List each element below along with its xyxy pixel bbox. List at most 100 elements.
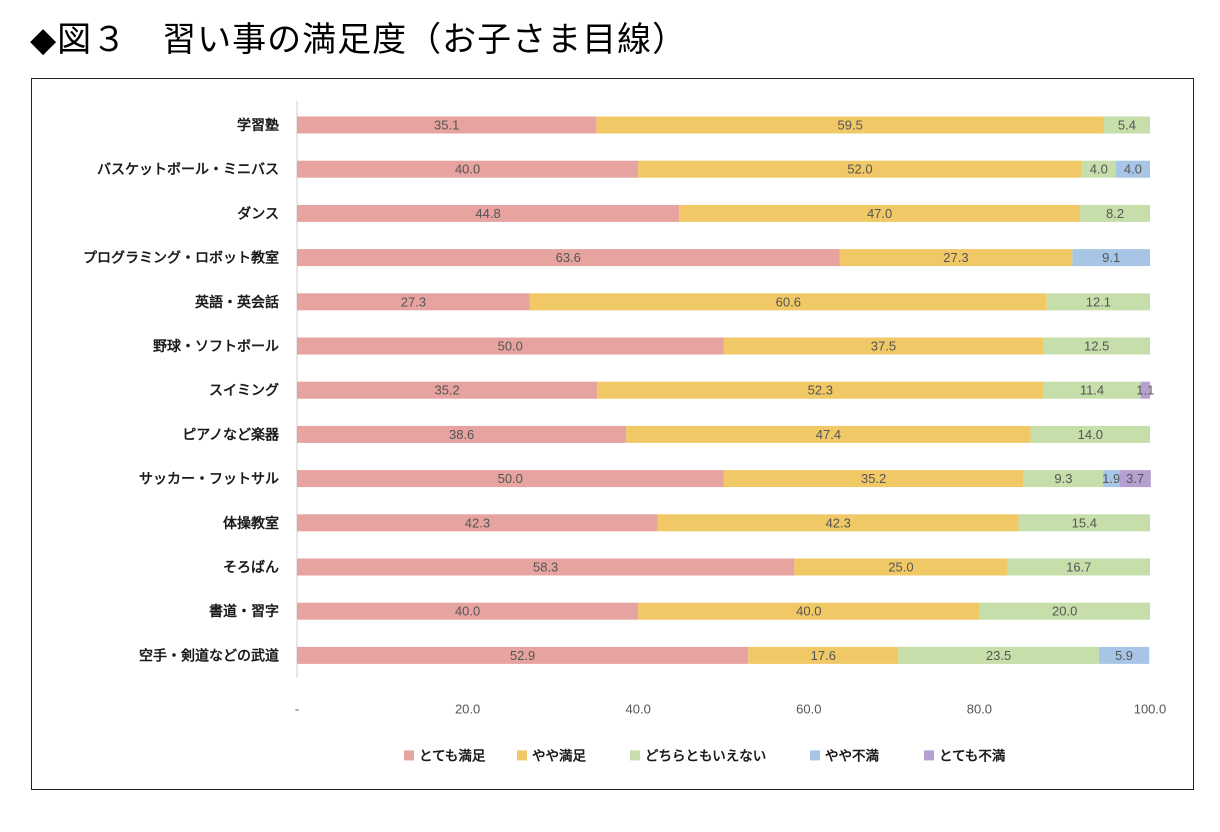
- category-label: 学習塾: [237, 117, 279, 134]
- data-label: 12.5: [1084, 339, 1109, 354]
- data-label: 8.2: [1106, 206, 1124, 221]
- category-label: バスケットボール・ミニバス: [97, 162, 279, 178]
- bar-segment: [297, 646, 749, 664]
- bar-segment: [839, 249, 1073, 267]
- bar-segment: [1018, 514, 1150, 532]
- bar-segment: [596, 116, 1104, 134]
- legend-swatch: [810, 750, 820, 761]
- data-label: 17.6: [811, 648, 836, 663]
- bar-segment: [1115, 160, 1150, 178]
- bar-segment: [1081, 160, 1116, 178]
- bar-segment: [297, 116, 597, 134]
- x-tick-label: 100.0: [1134, 701, 1167, 716]
- data-label: 25.0: [888, 560, 913, 575]
- bar-segment: [1023, 470, 1104, 488]
- data-label: 14.0: [1078, 427, 1103, 442]
- data-label: 9.3: [1054, 471, 1072, 486]
- legend-swatch: [517, 750, 527, 761]
- bar-segment: [638, 160, 1082, 178]
- data-label: 35.2: [434, 383, 459, 398]
- bar-segment: [1046, 293, 1150, 311]
- bar-segment: [794, 558, 1008, 576]
- data-label: 20.0: [1052, 604, 1077, 619]
- bar-segment: [597, 381, 1044, 399]
- data-label: 12.1: [1086, 294, 1111, 309]
- chart-frame: 学習塾 35.1 59.5 5.4 バスケットボール・ミニバス 40.0 52.0 4.0 4.…: [31, 78, 1194, 790]
- data-label: 3.7: [1126, 471, 1144, 486]
- legend-swatch: [404, 750, 414, 761]
- category-label: プログラミング・ロボット教室: [83, 250, 279, 267]
- category-label: 空手・剣道などの武道: [139, 647, 279, 664]
- data-label: 35.1: [434, 118, 459, 133]
- data-label: 40.0: [796, 604, 821, 619]
- data-label: 50.0: [498, 471, 523, 486]
- x-tick-label: 40.0: [626, 701, 651, 716]
- bar-segment: [1072, 249, 1150, 267]
- legend-swatch: [924, 750, 934, 761]
- data-label: 63.6: [556, 250, 581, 265]
- data-label: 44.8: [475, 206, 500, 221]
- x-tick-label: -: [295, 701, 299, 716]
- category-label: ダンス: [237, 205, 279, 222]
- category-label: 野球・ソフトボール: [153, 338, 279, 355]
- data-label: 42.3: [826, 515, 851, 530]
- data-label: 1.1: [1136, 383, 1154, 398]
- category-label: サッカー・フットサル: [139, 472, 279, 488]
- bar-segment: [723, 337, 1044, 355]
- data-label: 15.4: [1072, 515, 1097, 530]
- bar-segment: [626, 425, 1031, 443]
- bar-segment: [297, 293, 530, 311]
- category-label: 英語・英会話: [194, 294, 279, 311]
- bar-segment: [297, 470, 724, 488]
- bar-segment: [297, 425, 627, 443]
- data-label: 52.3: [808, 383, 833, 398]
- legend-label: とても不満: [939, 747, 1006, 764]
- bar-segment: [679, 204, 1081, 222]
- category-label: そろばん: [223, 560, 279, 576]
- data-label: 47.0: [867, 206, 892, 221]
- bar-segment: [1030, 425, 1150, 443]
- legend-label: どちらともいえない: [645, 748, 766, 764]
- x-tick-label: 80.0: [967, 701, 992, 716]
- bar-segment: [529, 293, 1047, 311]
- bar-segment: [1140, 381, 1150, 399]
- data-label: 27.3: [943, 250, 968, 265]
- data-label: 5.9: [1115, 648, 1133, 663]
- data-label: 23.5: [986, 648, 1011, 663]
- bar-segment: [297, 514, 658, 532]
- data-label: 38.6: [449, 427, 474, 442]
- data-label: 16.7: [1066, 560, 1091, 575]
- bar-segment: [297, 204, 680, 222]
- bar-segment: [1119, 470, 1151, 488]
- bar-segment: [1103, 470, 1120, 488]
- bar-segment: [979, 602, 1150, 620]
- data-label: 59.5: [838, 118, 863, 133]
- category-label: 体操教室: [223, 515, 279, 532]
- data-label: 11.4: [1080, 383, 1104, 398]
- bar-segment: [297, 249, 840, 267]
- legend-label: やや満足: [532, 747, 586, 764]
- category-label: ピアノなど楽器: [182, 426, 280, 443]
- data-label: 52.9: [510, 648, 535, 663]
- data-label: 60.6: [776, 294, 801, 309]
- data-label: 50.0: [498, 339, 523, 354]
- legend-label: とても満足: [419, 747, 486, 764]
- data-label: 37.5: [871, 339, 896, 354]
- data-label: 40.0: [455, 162, 480, 177]
- bar-segment: [297, 558, 795, 576]
- bar-segment: [297, 160, 639, 178]
- bar-segment: [297, 337, 724, 355]
- bar-segment: [1043, 381, 1141, 399]
- data-label: 40.0: [455, 604, 480, 619]
- bar-segment: [1007, 558, 1150, 576]
- bar-segment: [638, 602, 980, 620]
- data-label: 5.4: [1118, 118, 1136, 133]
- bar-segment: [898, 646, 1099, 664]
- bar-segment: [657, 514, 1019, 532]
- bar-segment: [748, 646, 899, 664]
- stacked-bar-chart: 学習塾 35.1 59.5 5.4 バスケットボール・ミニバス 40.0 52.0 4.0 4.…: [83, 101, 1167, 764]
- bar-segment: [1080, 204, 1150, 222]
- bar-segment: [723, 470, 1024, 488]
- data-label: 1.9: [1102, 471, 1120, 486]
- data-label: 42.3: [465, 515, 490, 530]
